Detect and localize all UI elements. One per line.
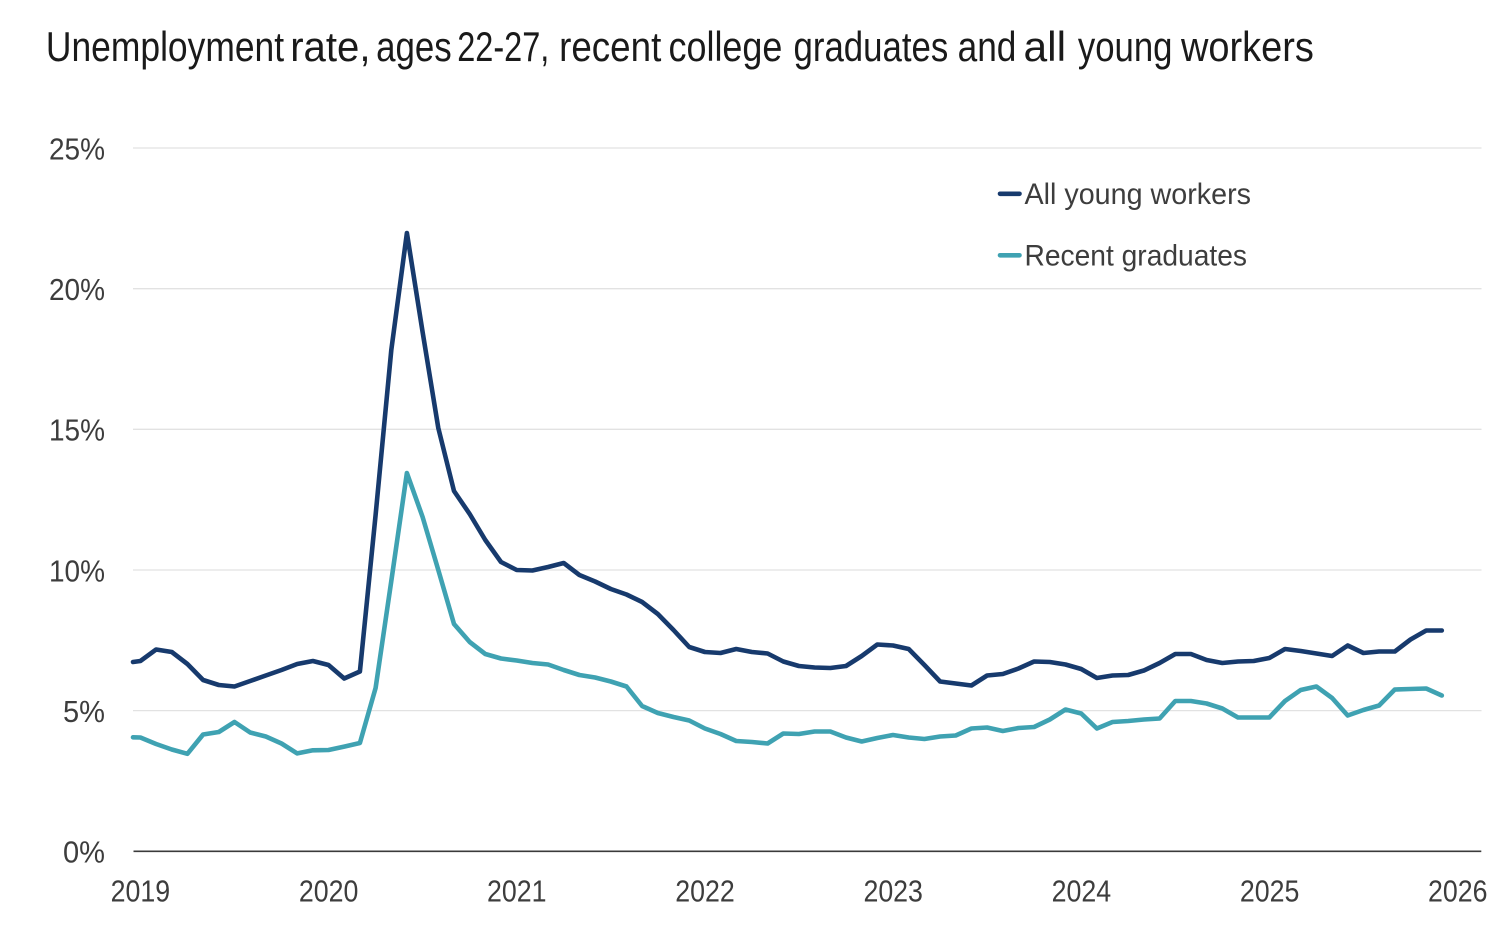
svg-text:22-27,: 22-27, [457, 23, 549, 70]
svg-text:rate,: rate, [290, 23, 370, 70]
svg-text:workers: workers [1180, 23, 1314, 70]
svg-text:2023: 2023 [863, 874, 923, 909]
svg-text:2020: 2020 [299, 874, 359, 909]
svg-text:Unemployment: Unemployment [46, 23, 284, 70]
svg-text:graduates: graduates [794, 23, 949, 70]
svg-text:All young workers: All young workers [1025, 178, 1252, 211]
svg-text:5%: 5% [63, 694, 105, 729]
svg-text:2025: 2025 [1240, 874, 1300, 909]
svg-text:20%: 20% [49, 272, 105, 307]
svg-text:and: and [958, 23, 1017, 70]
svg-text:2021: 2021 [487, 874, 547, 909]
svg-text:15%: 15% [49, 413, 105, 448]
svg-text:2022: 2022 [675, 874, 735, 909]
svg-text:college: college [669, 23, 783, 70]
svg-text:young: young [1078, 23, 1173, 70]
svg-text:Recent graduates: Recent graduates [1025, 240, 1248, 273]
svg-text:all: all [1024, 23, 1067, 70]
svg-text:recent: recent [559, 23, 661, 70]
svg-text:2026: 2026 [1428, 874, 1488, 909]
svg-text:ages: ages [376, 23, 452, 70]
svg-text:25%: 25% [49, 131, 105, 166]
svg-text:2024: 2024 [1052, 874, 1112, 909]
svg-text:2019: 2019 [111, 874, 171, 909]
svg-text:10%: 10% [49, 553, 105, 588]
svg-text:0%: 0% [63, 835, 105, 870]
